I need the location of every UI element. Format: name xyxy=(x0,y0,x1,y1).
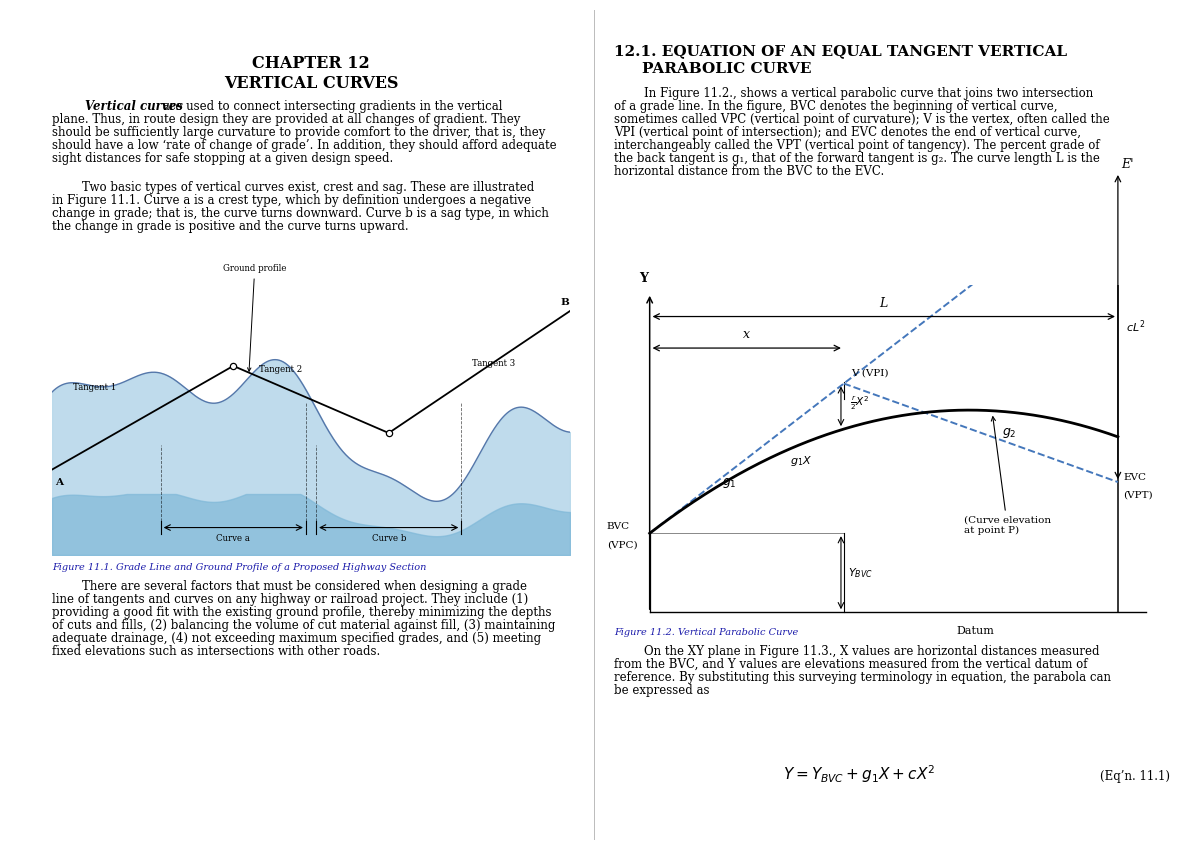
Text: Figure 11.1. Grade Line and Ground Profile of a Proposed Highway Section: Figure 11.1. Grade Line and Ground Profi… xyxy=(52,563,426,572)
Text: adequate drainage, (4) not exceeding maximum specified grades, and (5) meeting: adequate drainage, (4) not exceeding max… xyxy=(52,632,541,645)
Text: interchangeably called the VPT (vertical point of tangency). The percent grade o: interchangeably called the VPT (vertical… xyxy=(614,139,1099,152)
Text: from the BVC, and Y values are elevations measured from the vertical datum of: from the BVC, and Y values are elevation… xyxy=(614,658,1087,671)
Text: $g_2$: $g_2$ xyxy=(1002,426,1016,440)
Text: plane. Thus, in route design they are provided at all changes of gradient. They: plane. Thus, in route design they are pr… xyxy=(52,113,521,126)
Text: Datum: Datum xyxy=(956,626,994,636)
Text: VPI (vertical point of intersection); and EVC denotes the end of vertical curve,: VPI (vertical point of intersection); an… xyxy=(614,126,1081,139)
Text: Tangent 1: Tangent 1 xyxy=(73,383,116,392)
Text: (VPC): (VPC) xyxy=(607,540,637,549)
Text: E': E' xyxy=(1121,158,1133,171)
Text: in Figure 11.1. Curve a is a crest type, which by definition undergoes a negativ: in Figure 11.1. Curve a is a crest type,… xyxy=(52,194,532,206)
Text: line of tangents and curves on any highway or railroad project. They include (1): line of tangents and curves on any highw… xyxy=(52,593,528,606)
Text: sometimes called VPC (vertical point of curvature); V is the vertex, often calle: sometimes called VPC (vertical point of … xyxy=(614,113,1110,126)
Text: Curve b: Curve b xyxy=(372,534,406,543)
Text: Figure 11.2. Vertical Parabolic Curve: Figure 11.2. Vertical Parabolic Curve xyxy=(614,628,798,637)
Text: $g_1$: $g_1$ xyxy=(722,476,737,491)
Text: providing a good fit with the existing ground profile, thereby minimizing the de: providing a good fit with the existing g… xyxy=(52,606,552,619)
Text: $\frac{r}{2}X^2$: $\frac{r}{2}X^2$ xyxy=(850,395,869,413)
Text: are used to connect intersecting gradients in the vertical: are used to connect intersecting gradien… xyxy=(158,100,503,113)
Text: On the XY plane in Figure 11.3., X values are horizontal distances measured: On the XY plane in Figure 11.3., X value… xyxy=(614,645,1099,658)
Text: of a grade line. In the figure, BVC denotes the beginning of vertical curve,: of a grade line. In the figure, BVC deno… xyxy=(614,100,1057,113)
Text: PARABOLIC CURVE: PARABOLIC CURVE xyxy=(642,62,811,76)
Text: $g_1 X$: $g_1 X$ xyxy=(791,454,812,469)
Text: (Curve elevation
at point P): (Curve elevation at point P) xyxy=(964,417,1051,535)
Text: x: x xyxy=(743,329,750,341)
Text: should be sufficiently large curvature to provide comfort to the driver, that is: should be sufficiently large curvature t… xyxy=(52,126,545,139)
Text: L: L xyxy=(880,296,888,310)
Text: $Y = Y_{BVC} + g_1 X + cX^2$: $Y = Y_{BVC} + g_1 X + cX^2$ xyxy=(784,763,936,785)
Text: Vertical curves: Vertical curves xyxy=(85,100,182,113)
Text: There are several factors that must be considered when designing a grade: There are several factors that must be c… xyxy=(52,580,527,593)
Text: Y: Y xyxy=(640,272,648,285)
Text: of cuts and fills, (2) balancing the volume of cut material against fill, (3) ma: of cuts and fills, (2) balancing the vol… xyxy=(52,619,556,632)
Text: V (VPI): V (VPI) xyxy=(851,368,888,378)
Text: Tangent 3: Tangent 3 xyxy=(472,359,515,368)
Text: be expressed as: be expressed as xyxy=(614,684,709,697)
Text: VERTICAL CURVES: VERTICAL CURVES xyxy=(223,75,398,92)
Text: EVC: EVC xyxy=(1123,473,1147,482)
Text: B: B xyxy=(560,298,570,306)
Text: Two basic types of vertical curves exist, crest and sag. These are illustrated: Two basic types of vertical curves exist… xyxy=(52,181,534,194)
Text: sight distances for safe stopping at a given design speed.: sight distances for safe stopping at a g… xyxy=(52,152,394,165)
Text: Curve a: Curve a xyxy=(216,534,251,543)
Text: A: A xyxy=(54,478,62,486)
Text: change in grade; that is, the curve turns downward. Curve b is a sag type, in wh: change in grade; that is, the curve turn… xyxy=(52,206,548,220)
Text: reference. By substituting this surveying terminology in equation, the parabola : reference. By substituting this surveyin… xyxy=(614,671,1111,684)
Text: horizontal distance from the BVC to the EVC.: horizontal distance from the BVC to the … xyxy=(614,165,884,178)
Text: the change in grade is positive and the curve turns upward.: the change in grade is positive and the … xyxy=(52,220,409,233)
Text: CHAPTER 12: CHAPTER 12 xyxy=(252,55,370,72)
Text: Ground profile: Ground profile xyxy=(223,264,287,371)
Text: $Y_{BVC}$: $Y_{BVC}$ xyxy=(848,565,872,580)
Text: (VPT): (VPT) xyxy=(1123,491,1153,500)
Text: Tangent 2: Tangent 2 xyxy=(259,365,302,374)
Text: In Figure 11.2., shows a vertical parabolic curve that joins two intersection: In Figure 11.2., shows a vertical parabo… xyxy=(614,87,1093,100)
Text: fixed elevations such as intersections with other roads.: fixed elevations such as intersections w… xyxy=(52,645,380,658)
Text: $cL^2$: $cL^2$ xyxy=(1127,318,1146,335)
Text: should have a low ‘rate of change of grade’. In addition, they should afford ade: should have a low ‘rate of change of gra… xyxy=(52,139,557,152)
Text: 12.1. EQUATION OF AN EQUAL TANGENT VERTICAL: 12.1. EQUATION OF AN EQUAL TANGENT VERTI… xyxy=(614,44,1067,58)
Text: (Eq’n. 11.1): (Eq’n. 11.1) xyxy=(1100,770,1170,783)
Text: BVC: BVC xyxy=(607,522,630,531)
Text: the back tangent is g₁, that of the forward tangent is g₂. The curve length L is: the back tangent is g₁, that of the forw… xyxy=(614,152,1100,165)
